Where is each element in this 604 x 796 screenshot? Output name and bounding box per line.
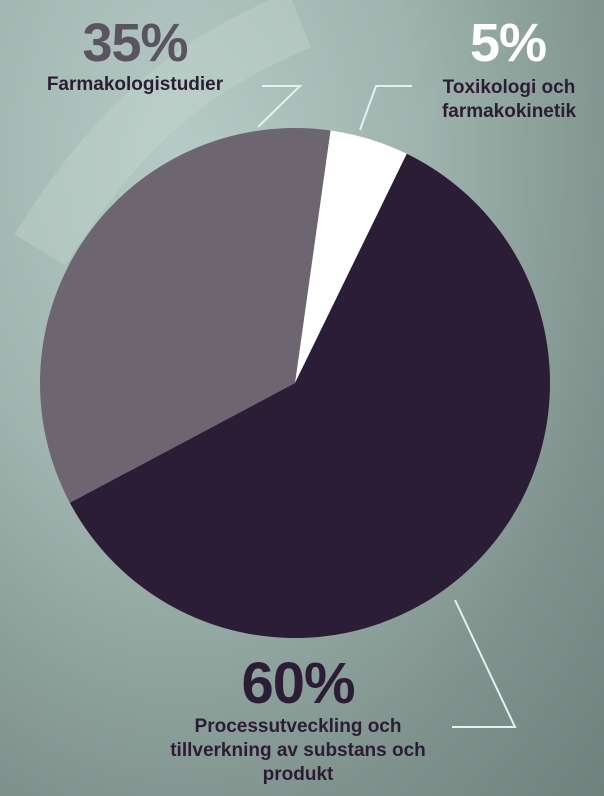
background-shape: [14, 0, 312, 266]
category-label: Processutveckling och tillverkning av su…: [170, 716, 426, 785]
category-label: Farmakologistudier: [46, 74, 224, 95]
category-label: Toxikologi och farmakokinetik: [441, 77, 577, 122]
leader-line: [452, 599, 517, 728]
pie-slice: [39, 127, 331, 503]
value-label: 5%: [469, 13, 547, 73]
pie-slice: [295, 130, 407, 383]
pie-slice: [69, 153, 550, 639]
value-label: 35%: [82, 13, 188, 73]
value-label: 60%: [241, 651, 355, 716]
leader-line: [257, 85, 303, 128]
leader-line: [359, 85, 412, 131]
